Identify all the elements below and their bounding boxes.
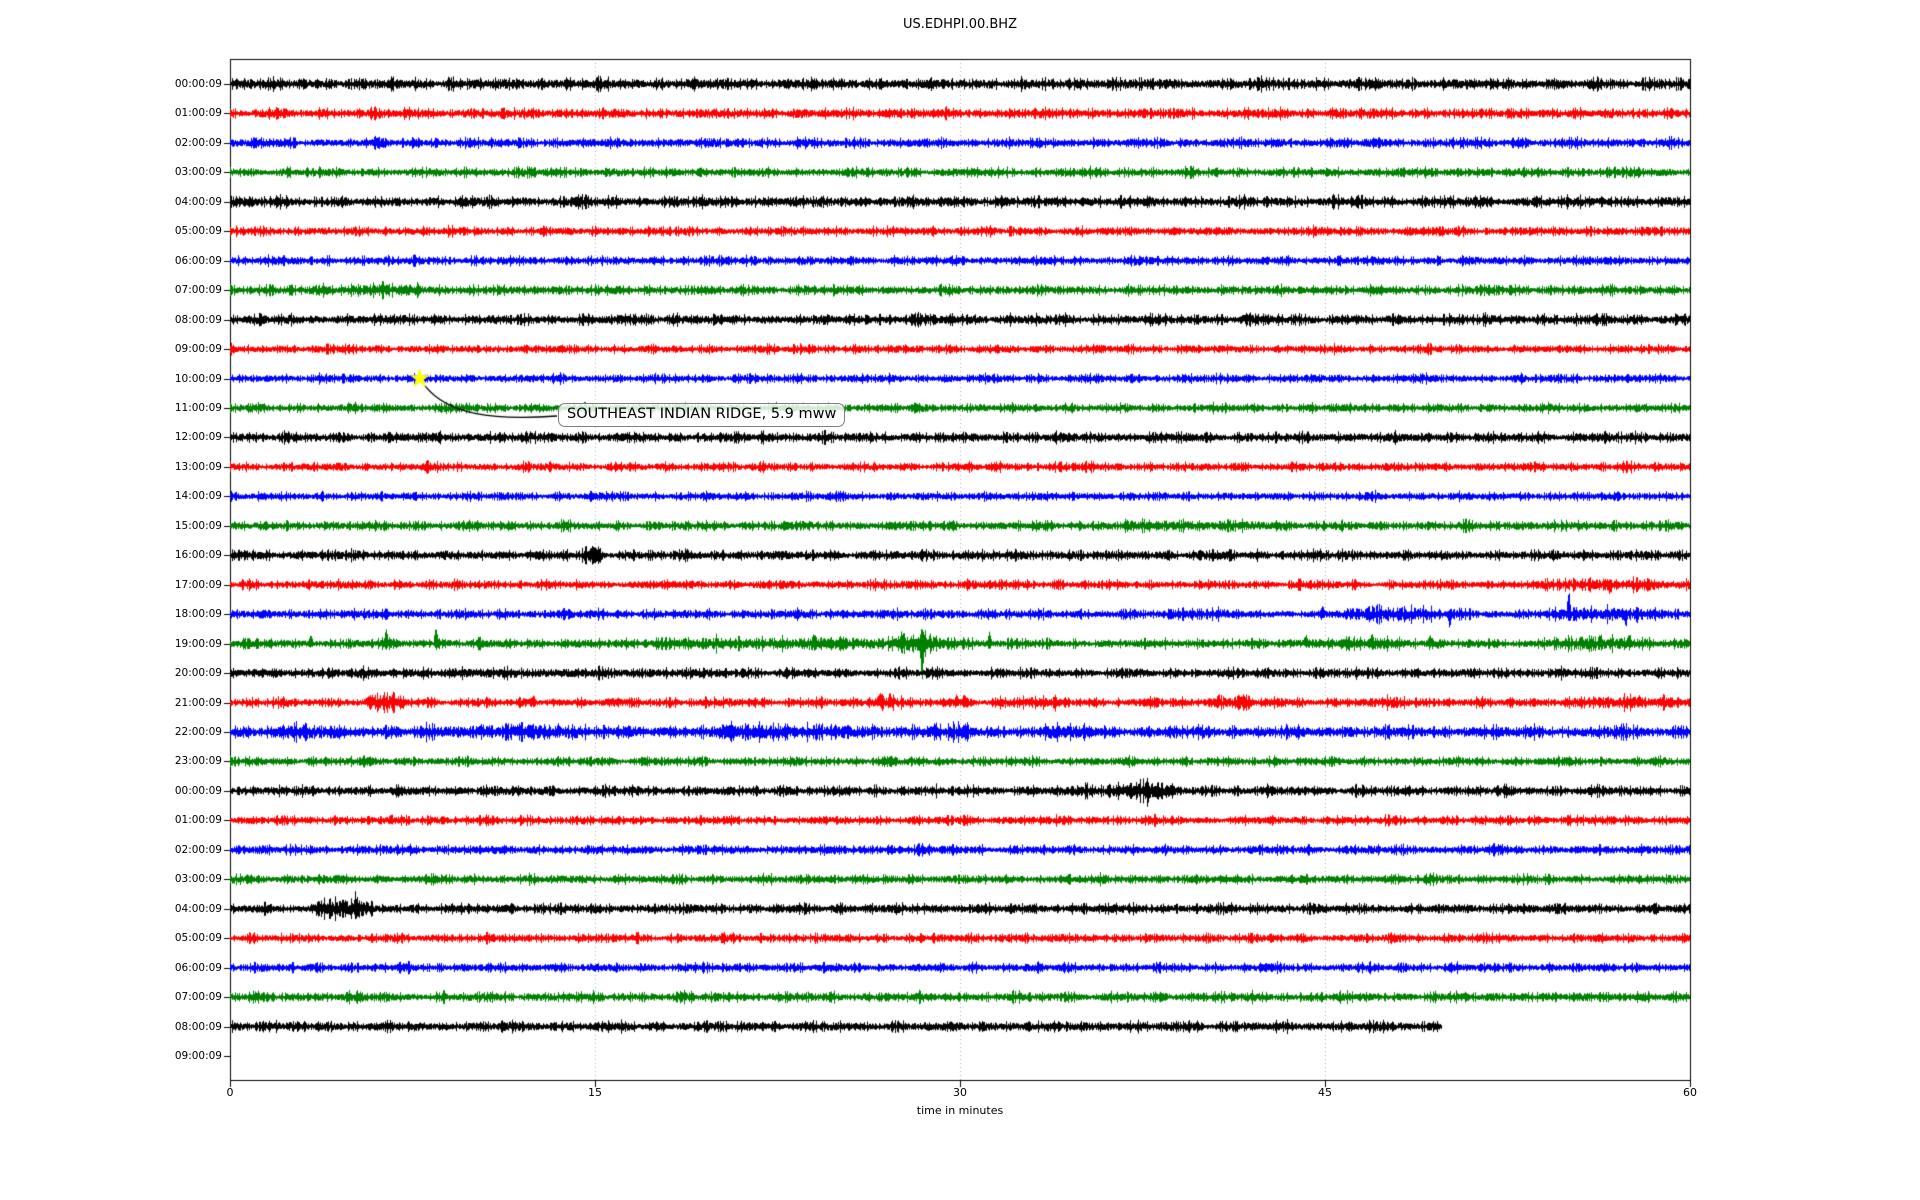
chart-title: US.EDHPI.00.BHZ bbox=[903, 17, 1017, 32]
y-axis-label: 04:00:09 bbox=[174, 902, 222, 915]
y-axis-label: 04:00:09 bbox=[174, 195, 222, 208]
y-axis-label: 02:00:09 bbox=[174, 136, 222, 149]
y-axis-label: 13:00:09 bbox=[174, 460, 222, 473]
y-axis-label: 15:00:09 bbox=[174, 519, 222, 532]
y-axis-label: 08:00:09 bbox=[174, 1020, 222, 1033]
x-axis-tick-label: 45 bbox=[1318, 1086, 1332, 1099]
y-axis-label: 00:00:09 bbox=[174, 78, 222, 90]
y-axis-label: 12:00:09 bbox=[174, 431, 222, 444]
y-axis-label: 19:00:09 bbox=[174, 637, 222, 650]
y-axis-label: 14:00:09 bbox=[174, 490, 222, 503]
y-axis-label: 22:00:09 bbox=[174, 726, 222, 738]
y-axis-label: 10:00:09 bbox=[174, 372, 222, 385]
y-axis-label: 18:00:09 bbox=[174, 608, 222, 621]
y-axis-label: 21:00:09 bbox=[174, 696, 222, 709]
event-annotation: SOUTHEAST INDIAN RIDGE, 5.9 mww bbox=[558, 403, 846, 427]
y-axis-label: 07:00:09 bbox=[174, 991, 222, 1004]
y-axis-label: 16:00:09 bbox=[174, 549, 222, 562]
y-axis-label: 00:00:09 bbox=[174, 784, 222, 797]
x-axis-tick-label: 60 bbox=[1683, 1086, 1697, 1099]
y-axis-label: 23:00:09 bbox=[174, 755, 222, 768]
x-axis-tick-label: 30 bbox=[953, 1086, 967, 1099]
y-axis-label: 11:00:09 bbox=[174, 402, 222, 414]
x-axis-tick-label: 0 bbox=[226, 1086, 234, 1099]
y-axis-label: 01:00:09 bbox=[174, 107, 222, 120]
y-axis-label: 09:00:09 bbox=[174, 343, 222, 356]
x-axis-tick-label: 15 bbox=[588, 1086, 602, 1099]
y-axis-label: 09:00:09 bbox=[174, 1050, 222, 1062]
y-axis-label: 20:00:09 bbox=[174, 667, 222, 680]
y-axis-label: 01:00:09 bbox=[174, 814, 222, 827]
y-axis-label: 07:00:09 bbox=[174, 284, 222, 297]
y-axis-label: 03:00:09 bbox=[174, 873, 222, 886]
x-axis-title: time in minutes bbox=[916, 1104, 1004, 1117]
y-axis-label: 02:00:09 bbox=[174, 843, 222, 856]
y-axis-label: 06:00:09 bbox=[174, 254, 222, 267]
y-axis-label: 06:00:09 bbox=[174, 961, 222, 974]
y-axis-label: 17:00:09 bbox=[174, 578, 222, 591]
y-axis-label: 03:00:09 bbox=[174, 166, 222, 179]
y-axis-label: 08:00:09 bbox=[174, 313, 222, 326]
y-axis-label: 05:00:09 bbox=[174, 932, 222, 945]
y-axis-label: 05:00:09 bbox=[174, 225, 222, 238]
